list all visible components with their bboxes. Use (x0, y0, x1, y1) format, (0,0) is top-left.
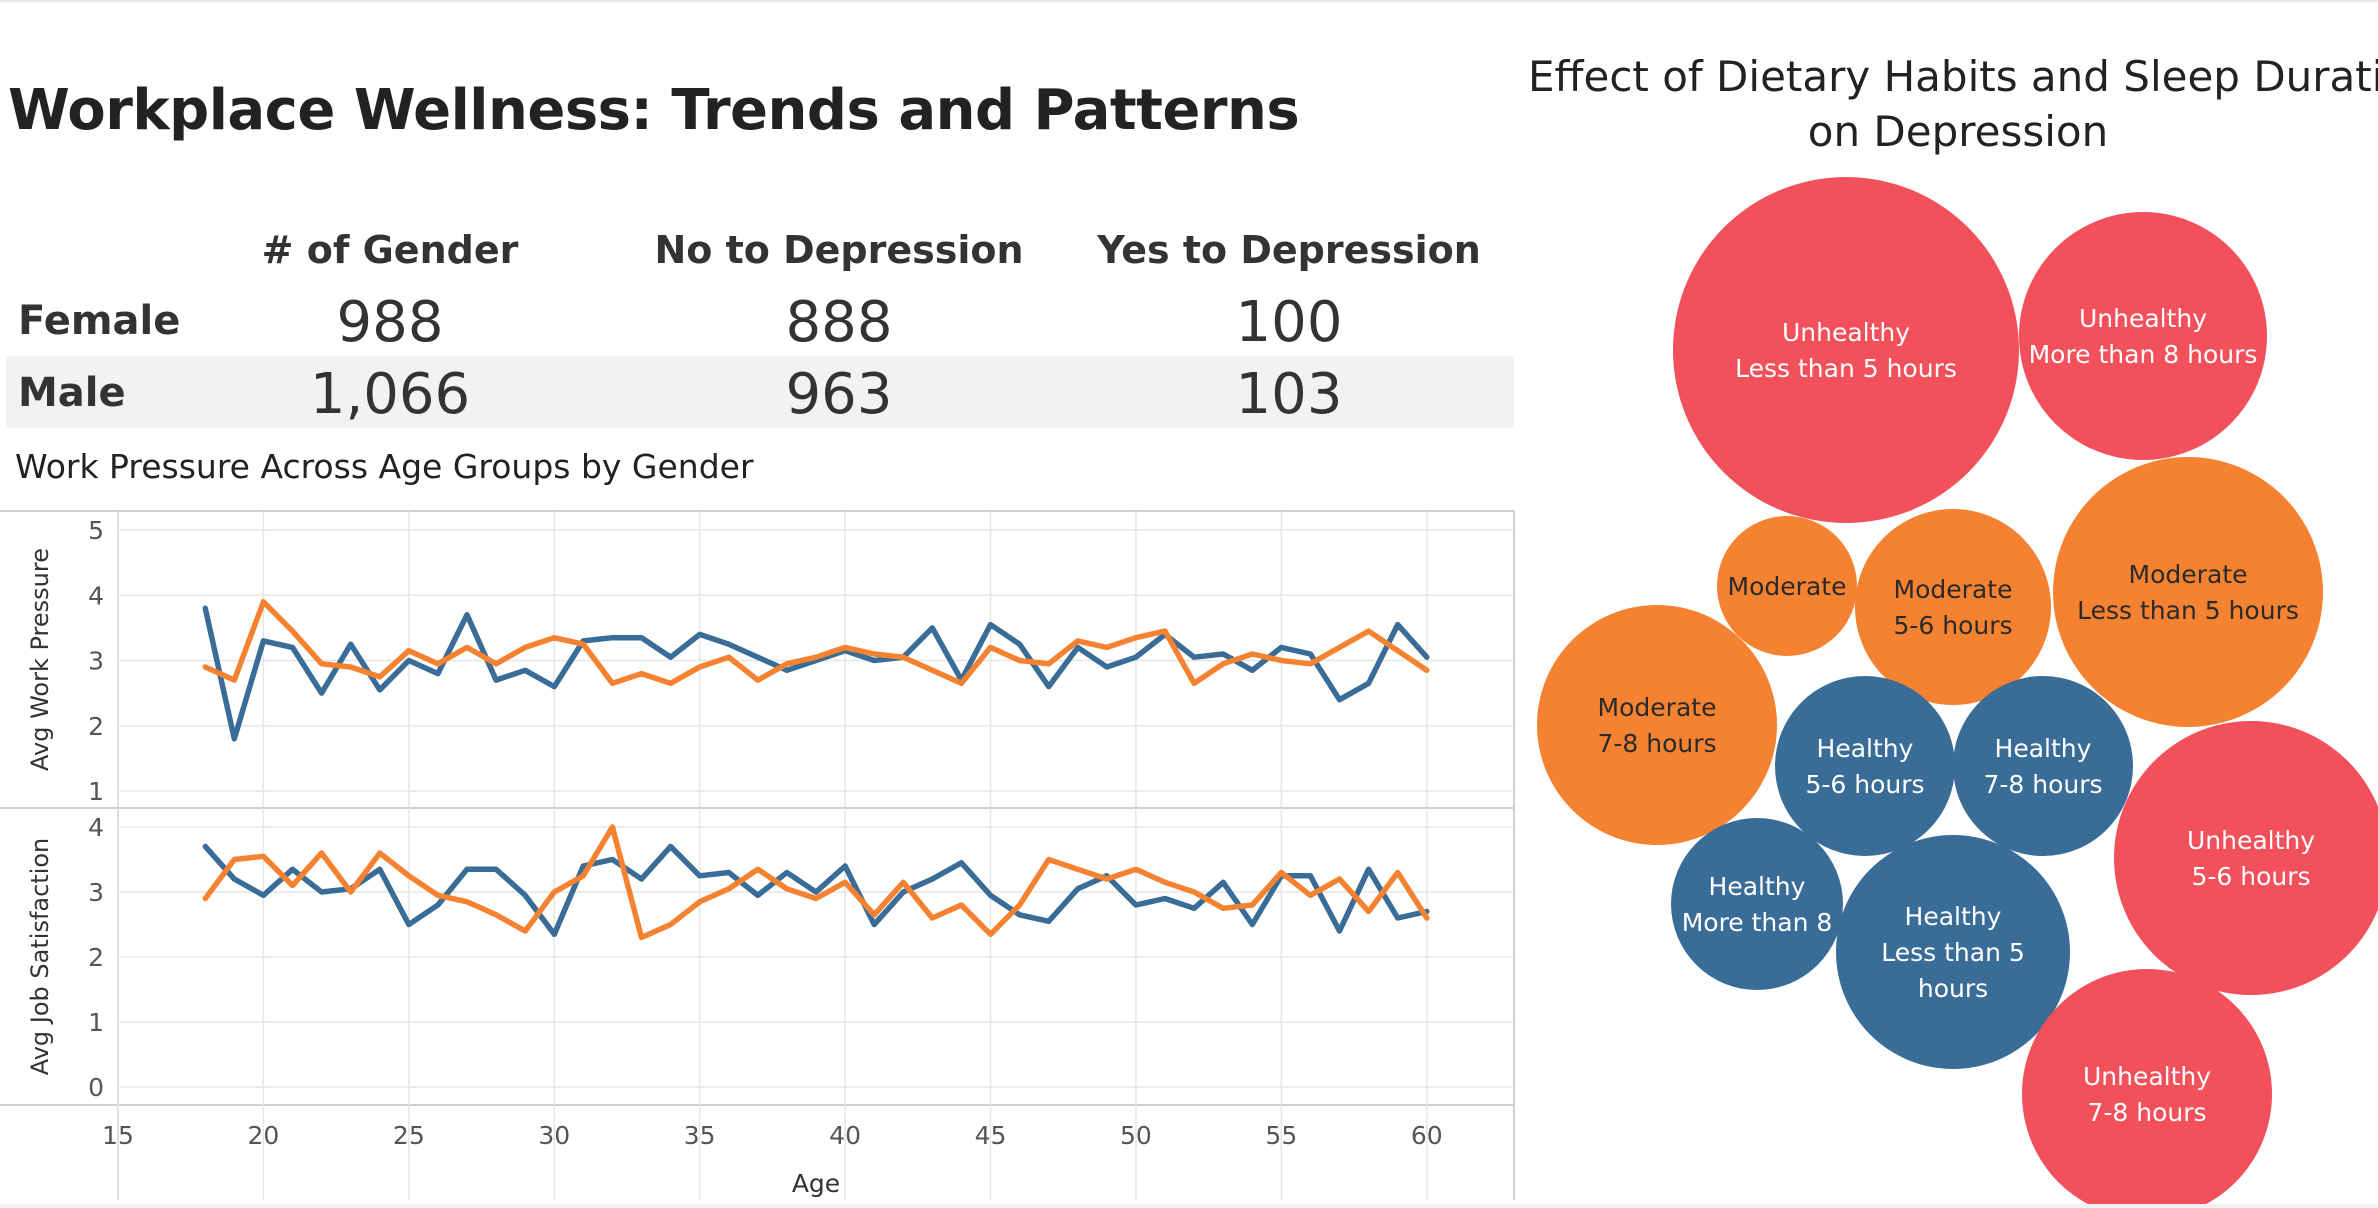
cell-yes-depression: 103 (1235, 362, 1343, 427)
bubble-chart-title-line-1: Effect of Dietary Habits and Sleep Durat… (1528, 52, 2378, 101)
x-tick-label: 40 (829, 1121, 861, 1150)
series-line-blue (202, 843, 1430, 938)
y-tick-label: 0 (88, 1073, 104, 1102)
bubble-circle (1855, 509, 2051, 705)
bubble-circle (1836, 835, 2070, 1069)
bubble-label: hours (1918, 974, 1988, 1003)
bubble-label: Healthy (1709, 872, 1806, 901)
cell-gender-count: 988 (336, 290, 444, 355)
summary-header: # of Gender No to Depression Yes to Depr… (6, 228, 1514, 284)
bubble-moderate[interactable]: Moderate 5-6 hours (1855, 509, 2051, 705)
y-tick-label: 2 (88, 712, 104, 741)
bubble-moderate[interactable]: Moderate 7-8 hours (1537, 605, 1777, 845)
column-header-gender-count: # of Gender (261, 228, 519, 272)
bubble-label: Moderate (2129, 560, 2248, 589)
y-tick-label: 4 (88, 581, 104, 610)
bottom-border (0, 1204, 2378, 1208)
bubble-label: 7-8 hours (1597, 729, 1716, 758)
bubble-label: Unhealthy (1782, 318, 1910, 347)
dashboard-title: Workplace Wellness: Trends and Patterns (8, 78, 1300, 143)
series-line-orange (202, 599, 1430, 687)
bubble-moderate[interactable]: Moderate (1717, 516, 1857, 656)
series-line-orange (202, 824, 1430, 941)
x-axis-label: Age (792, 1169, 840, 1198)
bubble-label: More than 8 hours (2029, 340, 2258, 369)
summary-row-male[interactable]: Male 1,066 963 103 (6, 356, 1514, 428)
column-header-no-depression: No to Depression (654, 228, 1024, 272)
top-border (0, 0, 2378, 2)
x-tick-label: 30 (538, 1121, 570, 1150)
bubble-label: 7-8 hours (1983, 770, 2102, 799)
bubble-unhealthy[interactable]: Unhealthy 7-8 hours (2022, 969, 2272, 1206)
bubble-healthy[interactable]: Healthy Less than 5 hours (1836, 835, 2070, 1069)
bubble-label: Unhealthy (2083, 1062, 2211, 1091)
bubble-circle (1953, 676, 2133, 856)
row-label: Female (18, 298, 181, 344)
bubble-label: 5-6 hours (1805, 770, 1924, 799)
bubble-label: Moderate (1728, 572, 1847, 601)
y-tick-label: 2 (88, 943, 104, 972)
bubble-label: Moderate (1598, 693, 1717, 722)
y-axis-label: Avg Job Satisfaction (26, 838, 54, 1076)
x-tick-label: 55 (1265, 1121, 1297, 1150)
x-tick-label: 60 (1411, 1121, 1443, 1150)
y-tick-label: 4 (88, 813, 104, 842)
y-tick-label: 1 (88, 777, 104, 806)
bubble-circle (1673, 177, 2019, 523)
bubble-label: Less than 5 (1881, 938, 2025, 967)
line-chart-title: Work Pressure Across Age Groups by Gende… (15, 447, 754, 486)
bubble-circle (1537, 605, 1777, 845)
bubble-label: Unhealthy (2079, 304, 2207, 333)
bubble-circle (2019, 212, 2267, 460)
cell-no-depression: 888 (785, 290, 893, 355)
x-tick-label: 35 (684, 1121, 716, 1150)
bubble-healthy[interactable]: Healthy 7-8 hours (1953, 676, 2133, 856)
y-tick-label: 3 (88, 878, 104, 907)
row-label: Male (18, 370, 126, 416)
bubble-unhealthy[interactable]: Unhealthy Less than 5 hours (1673, 177, 2019, 523)
bubble-label: Healthy (1995, 734, 2092, 763)
bubble-circle (2053, 457, 2323, 727)
bubble-moderate[interactable]: Moderate Less than 5 hours (2053, 457, 2323, 727)
bubble-circle (2114, 721, 2378, 995)
bubble-label: Less than 5 hours (2077, 596, 2299, 625)
bubble-circle (1775, 676, 1955, 856)
bubble-circle (2022, 969, 2272, 1206)
bubble-label: Unhealthy (2187, 826, 2315, 855)
gender-summary-table: # of Gender No to Depression Yes to Depr… (6, 228, 1514, 428)
x-tick-label: 15 (102, 1121, 134, 1150)
bubble-label: Healthy (1817, 734, 1914, 763)
x-tick-label: 25 (393, 1121, 425, 1150)
column-header-yes-depression: Yes to Depression (1097, 228, 1481, 272)
cell-no-depression: 963 (785, 362, 893, 427)
bubble-label: Less than 5 hours (1735, 354, 1957, 383)
bubble-circle (1671, 818, 1843, 990)
cell-gender-count: 1,066 (309, 362, 471, 427)
bubble-healthy[interactable]: Healthy 5-6 hours (1775, 676, 1955, 856)
y-axis-label: Avg Work Pressure (26, 548, 54, 771)
bubble-label: Moderate (1894, 575, 2013, 604)
bubble-label: 5-6 hours (2191, 862, 2310, 891)
bubble-label: 7-8 hours (2087, 1098, 2206, 1127)
bubble-unhealthy[interactable]: Unhealthy More than 8 hours (2019, 212, 2267, 460)
bubble-label: 5-6 hours (1893, 611, 2012, 640)
x-tick-label: 50 (1120, 1121, 1152, 1150)
x-tick-label: 45 (975, 1121, 1007, 1150)
bubble-circle (1717, 516, 1857, 656)
bubble-healthy[interactable]: Healthy More than 8 (1671, 818, 1843, 990)
y-tick-label: 3 (88, 647, 104, 676)
y-tick-label: 1 (88, 1008, 104, 1037)
bubble-chart-title-line-2: on Depression (1807, 107, 2109, 156)
x-tick-label: 20 (248, 1121, 280, 1150)
series-line-blue (202, 605, 1430, 742)
summary-row-female[interactable]: Female 988 888 100 (6, 284, 1514, 356)
dietary-sleep-bubble-chart[interactable]: Unhealthy Less than 5 hours Unhealthy More … (1520, 30, 2378, 1206)
bubble-label: More than 8 (1682, 908, 1833, 937)
y-tick-label: 5 (88, 516, 104, 545)
bubble-label: Healthy (1905, 902, 2002, 931)
bubble-unhealthy[interactable]: Unhealthy 5-6 hours (2114, 721, 2378, 995)
cell-yes-depression: 100 (1235, 290, 1343, 355)
